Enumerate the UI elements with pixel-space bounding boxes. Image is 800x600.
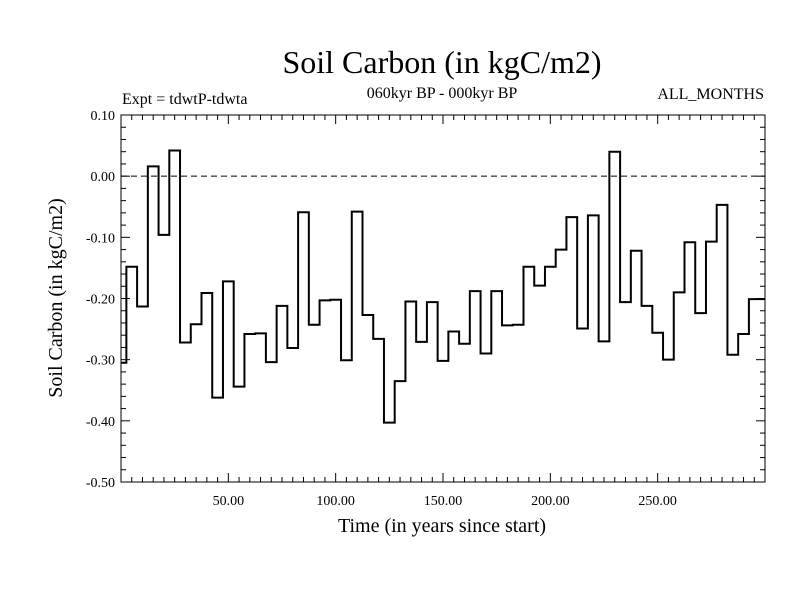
y-tick-label: -0.40 — [86, 415, 115, 430]
x-tick-label: 200.00 — [531, 494, 570, 509]
y-tick-label: -0.30 — [86, 354, 115, 369]
y-tick-label: 0.10 — [91, 109, 116, 124]
tick-labels: 50.00 100.00 150.00 200.00 250.00 -0.50 -0.40 -… — [86, 109, 677, 509]
x-tick-label: 100.00 — [316, 494, 355, 509]
soil-carbon-series — [121, 149, 765, 424]
months-label: ALL_MONTHS — [657, 86, 764, 103]
axis-ticks — [121, 115, 765, 482]
x-tick-label: 50.00 — [213, 494, 245, 509]
chart-title: Soil Carbon (in kgC/m2) — [282, 44, 601, 80]
experiment-label: Expt = tdwtP-tdwta — [122, 91, 247, 108]
y-tick-label: -0.20 — [86, 293, 115, 308]
x-axis-label: Time (in years since start) — [338, 515, 546, 537]
x-tick-label: 250.00 — [638, 494, 677, 509]
y-tick-label: 0.00 — [91, 170, 116, 185]
x-tick-label: 150.00 — [424, 494, 463, 509]
plot-frame — [120, 114, 766, 483]
y-tick-label: -0.10 — [86, 231, 115, 246]
y-tick-label: -0.50 — [86, 476, 115, 491]
y-axis-label: Soil Carbon (in kgC/m2) — [45, 198, 67, 397]
chart-subtitle: 060kyr BP - 000kyr BP — [367, 85, 518, 102]
